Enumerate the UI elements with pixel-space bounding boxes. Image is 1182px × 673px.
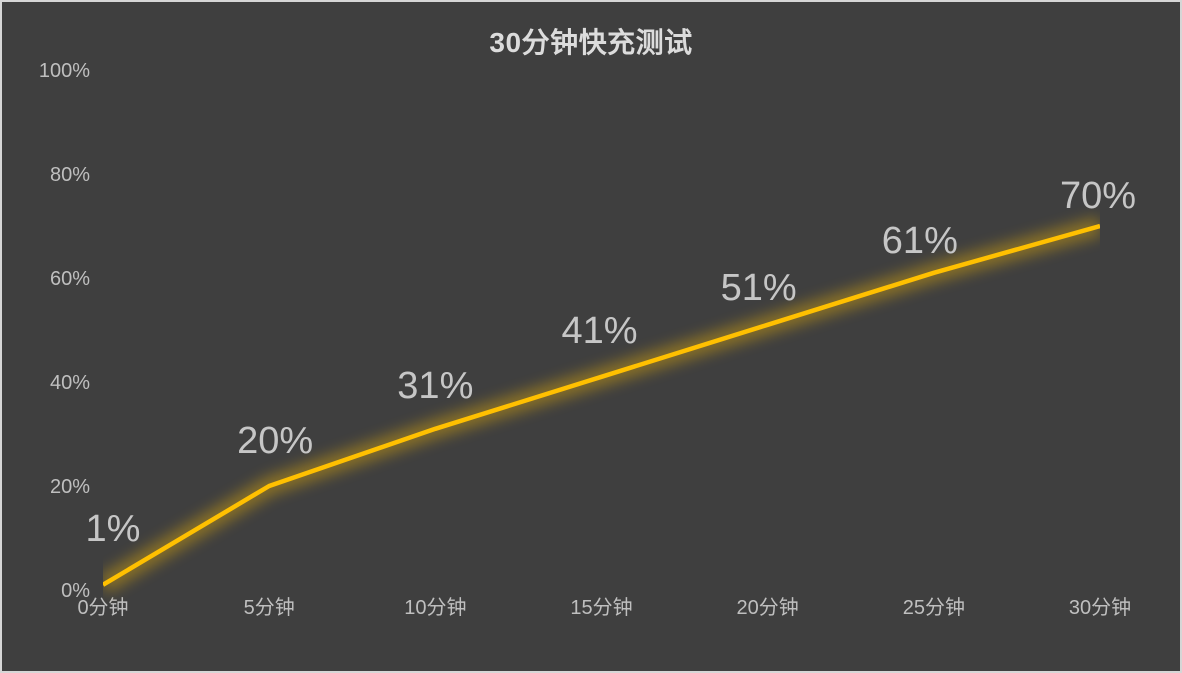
y-axis-label: 80% xyxy=(50,164,90,186)
data-label: 70% xyxy=(1060,175,1136,217)
y-axis-label: 40% xyxy=(50,372,90,394)
x-axis-label: 10分钟 xyxy=(404,596,466,619)
data-label: 51% xyxy=(721,267,797,309)
data-label: 31% xyxy=(397,365,473,407)
y-axis-label: 20% xyxy=(50,476,90,498)
x-axis-label: 15分钟 xyxy=(570,596,632,619)
y-axis-label: 100% xyxy=(39,60,90,82)
y-axis-label: 60% xyxy=(50,268,90,290)
data-label: 20% xyxy=(237,420,313,462)
data-label: 41% xyxy=(561,310,637,352)
data-label: 61% xyxy=(882,220,958,262)
x-axis-label: 0分钟 xyxy=(77,596,128,619)
y-axis-label: 0% xyxy=(61,580,90,602)
y-axis-labels: 100% 80% 60% 40% 20% 0% xyxy=(39,60,90,602)
x-axis-label: 20分钟 xyxy=(737,596,799,619)
x-axis-label: 5分钟 xyxy=(244,596,295,619)
x-axis-label: 30分钟 xyxy=(1069,596,1131,619)
x-axis-labels: 0分钟 5分钟 10分钟 15分钟 20分钟 25分钟 30分钟 xyxy=(77,596,1131,619)
data-labels: 1% 20% 31% 41% 51% 61% 70% xyxy=(86,175,1136,550)
x-axis-label: 25分钟 xyxy=(903,596,965,619)
data-label: 1% xyxy=(86,508,141,550)
charge-line xyxy=(103,223,1100,587)
line-glow xyxy=(103,216,1100,593)
chart-title: 30分钟快充测试 xyxy=(489,27,693,58)
